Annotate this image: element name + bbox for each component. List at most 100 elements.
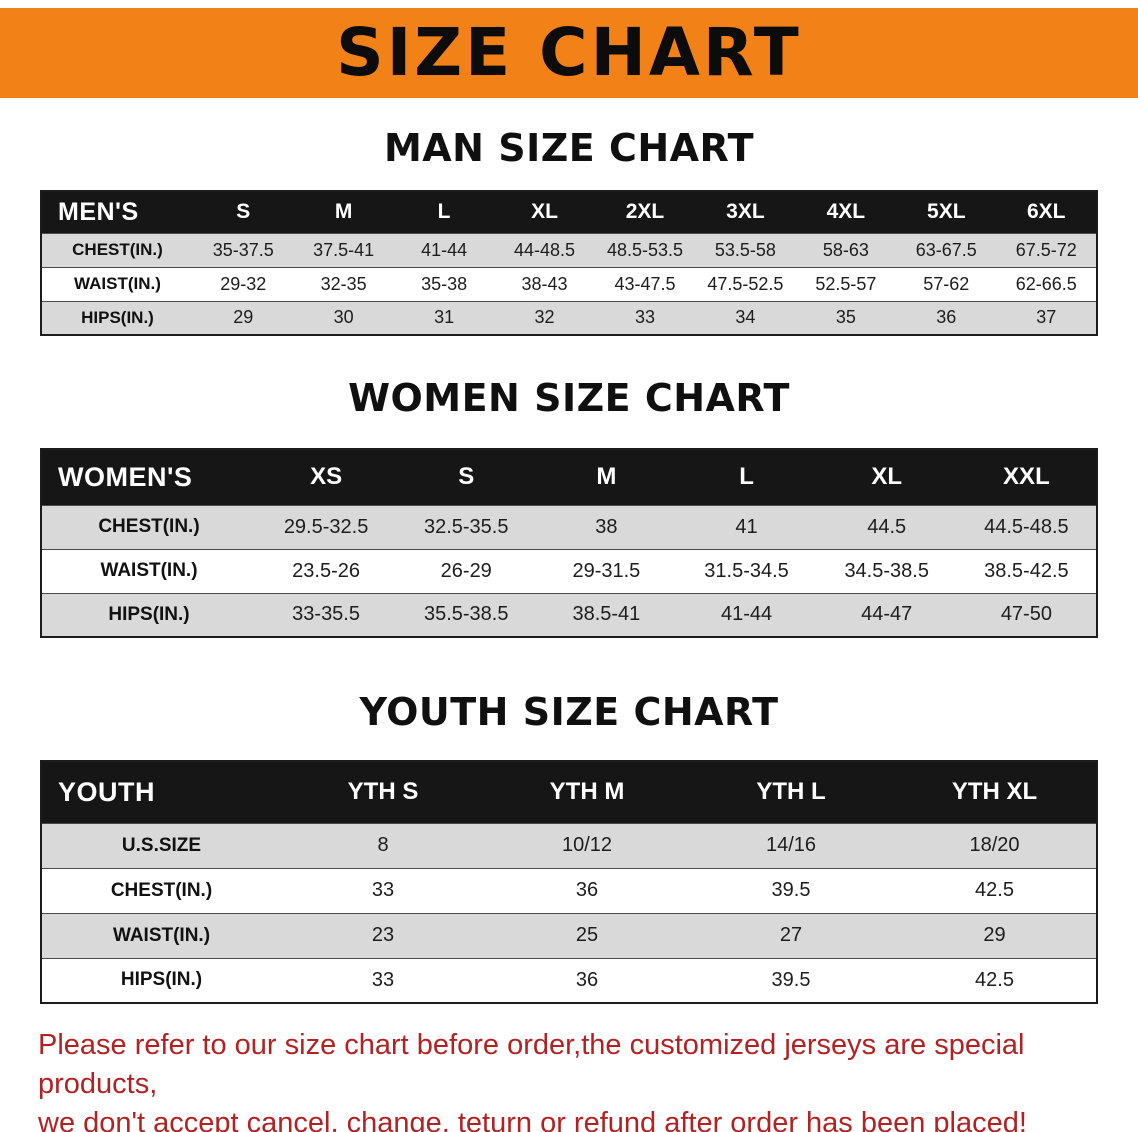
column-header: XS: [256, 449, 397, 505]
size-value: 33: [634, 307, 655, 328]
women-header-row: WOMEN'S XS S M L XL XXL: [41, 449, 1097, 505]
size-value: 41: [735, 515, 758, 538]
size-value: 38.5-41: [572, 603, 641, 626]
column-header: YTH L: [689, 761, 893, 823]
size-value: 39.5: [771, 879, 811, 901]
size-value: 53.5-58: [714, 239, 776, 260]
size-value: 38-43: [521, 273, 568, 294]
disclaimer-line-2: we don't accept cancel, change, teturn o…: [38, 1106, 1027, 1132]
disclaimer-line-1: Please refer to our size chart before or…: [38, 1029, 1025, 1100]
size-value: 8: [377, 834, 389, 856]
column-header: L: [676, 449, 817, 505]
row-label: WAIST(IN.): [74, 274, 161, 293]
size-value: 25: [575, 924, 599, 946]
table-row: HIPS(IN.) 33 36 39.5 42.5: [41, 958, 1097, 1003]
column-header: S: [193, 191, 294, 233]
column-header: XXL: [956, 449, 1097, 505]
column-header: YTH S: [281, 761, 485, 823]
size-value: 27: [779, 924, 803, 946]
size-value: 23.5-26: [292, 559, 360, 582]
column-header: M: [536, 449, 677, 505]
size-value: 31.5-34.5: [704, 559, 789, 582]
size-value: 44.5: [867, 515, 907, 538]
size-value: 57-62: [923, 273, 970, 294]
table-row: WAIST(IN.) 29-32 32-35 35-38 38-43 43-47…: [41, 267, 1097, 301]
row-label: HIPS(IN.): [81, 307, 154, 327]
size-value: 35.5-38.5: [423, 603, 509, 626]
size-value: 36: [575, 879, 599, 901]
column-header: 6XL: [996, 191, 1097, 233]
row-label: HIPS(IN.): [108, 603, 190, 625]
table-row: CHEST(IN.) 29.5-32.5 32.5-35.5 38 41 44.…: [41, 505, 1097, 549]
size-value: 44-47: [861, 603, 913, 626]
row-label: CHEST(IN.): [72, 240, 163, 259]
size-value: 26-29: [440, 559, 492, 582]
size-value: 33-35.5: [292, 603, 360, 626]
size-value: 18/20: [969, 834, 1020, 856]
size-value: 44.5-48.5: [984, 515, 1069, 538]
column-header: 4XL: [795, 191, 897, 233]
row-label: U.S.SIZE: [121, 834, 202, 856]
size-value: 34.5-38.5: [844, 559, 929, 582]
column-header: 2XL: [594, 191, 696, 233]
row-label: WAIST(IN.): [112, 924, 211, 946]
size-value: 42.5: [975, 968, 1014, 991]
size-value: 52.5-57: [815, 273, 877, 294]
column-header: M: [293, 191, 394, 233]
size-value: 29-31.5: [572, 559, 641, 582]
size-value: 67.5-72: [1015, 239, 1077, 260]
size-value: 63-67.5: [915, 239, 977, 260]
table-title-cell: YOUTH: [41, 761, 281, 823]
men-header-row: MEN'S S M L XL 2XL 3XL 4XL 5XL 6XL: [41, 191, 1097, 233]
size-value: 29.5-32.5: [283, 515, 369, 538]
table-row: CHEST(IN.) 33 36 39.5 42.5: [41, 868, 1097, 913]
size-chart-banner: SIZE CHART: [0, 8, 1138, 98]
size-value: 41-44: [720, 603, 773, 626]
disclaimer-text: Please refer to our size chart before or…: [38, 1026, 1100, 1132]
size-value: 34: [735, 307, 756, 328]
youth-size-table: YOUTH YTH S YTH M YTH L YTH XL U.S.SIZE …: [40, 760, 1098, 1004]
men-size-chart-heading: MAN SIZE CHART: [383, 126, 755, 170]
column-header: 5XL: [896, 191, 997, 233]
size-value: 37: [1036, 307, 1057, 328]
men-size-chart-section: MAN SIZE CHART MEN'S S M L XL 2XL 3XL 4X…: [0, 126, 1138, 336]
size-value: 30: [333, 307, 354, 328]
size-value: 23: [371, 924, 395, 946]
table-title-cell: MEN'S: [41, 191, 193, 233]
size-value: 32: [534, 307, 555, 328]
size-value: 10/12: [561, 834, 613, 856]
size-value: 36: [575, 968, 599, 991]
column-header: XL: [494, 191, 595, 233]
size-value: 35: [835, 307, 856, 328]
size-value: 33: [371, 968, 395, 991]
size-value: 42.5: [975, 879, 1014, 901]
page-title: SIZE CHART: [336, 14, 802, 91]
table-row: U.S.SIZE 8 10/12 14/16 18/20: [41, 823, 1097, 868]
size-value: 32-35: [320, 273, 367, 294]
row-label: WAIST(IN.): [100, 560, 198, 581]
size-value: 41-44: [421, 239, 468, 260]
row-label: HIPS(IN.): [120, 969, 203, 991]
column-header: YTH M: [485, 761, 689, 823]
size-value: 38: [595, 515, 618, 538]
size-value: 32.5-35.5: [423, 515, 509, 538]
table-row: WAIST(IN.) 23.5-26 26-29 29-31.5 31.5-34…: [41, 549, 1097, 593]
youth-header-row: YOUTH YTH S YTH M YTH L YTH XL: [41, 761, 1097, 823]
size-value: 38.5-42.5: [984, 559, 1069, 582]
column-header: S: [396, 449, 537, 505]
size-value: 48.5-53.5: [606, 239, 683, 260]
size-value: 37.5-41: [313, 239, 375, 260]
column-header: 3XL: [695, 191, 796, 233]
size-value: 35-38: [421, 273, 468, 294]
column-header: L: [393, 191, 495, 233]
women-size-chart-heading: WOMEN SIZE CHART: [348, 376, 790, 420]
size-value: 29-32: [220, 273, 267, 294]
size-value: 35-37.5: [212, 239, 274, 260]
table-row: HIPS(IN.) 33-35.5 35.5-38.5 38.5-41 41-4…: [41, 593, 1097, 637]
row-label: CHEST(IN.): [98, 516, 200, 537]
youth-size-chart-heading: YOUTH SIZE CHART: [359, 690, 779, 734]
women-size-table: WOMEN'S XS S M L XL XXL CHEST(IN.) 29.5-…: [40, 448, 1098, 638]
size-value: 29: [233, 307, 254, 328]
table-row: CHEST(IN.) 35-37.5 37.5-41 41-44 44-48.5…: [41, 233, 1097, 267]
row-label: CHEST(IN.): [110, 879, 213, 901]
